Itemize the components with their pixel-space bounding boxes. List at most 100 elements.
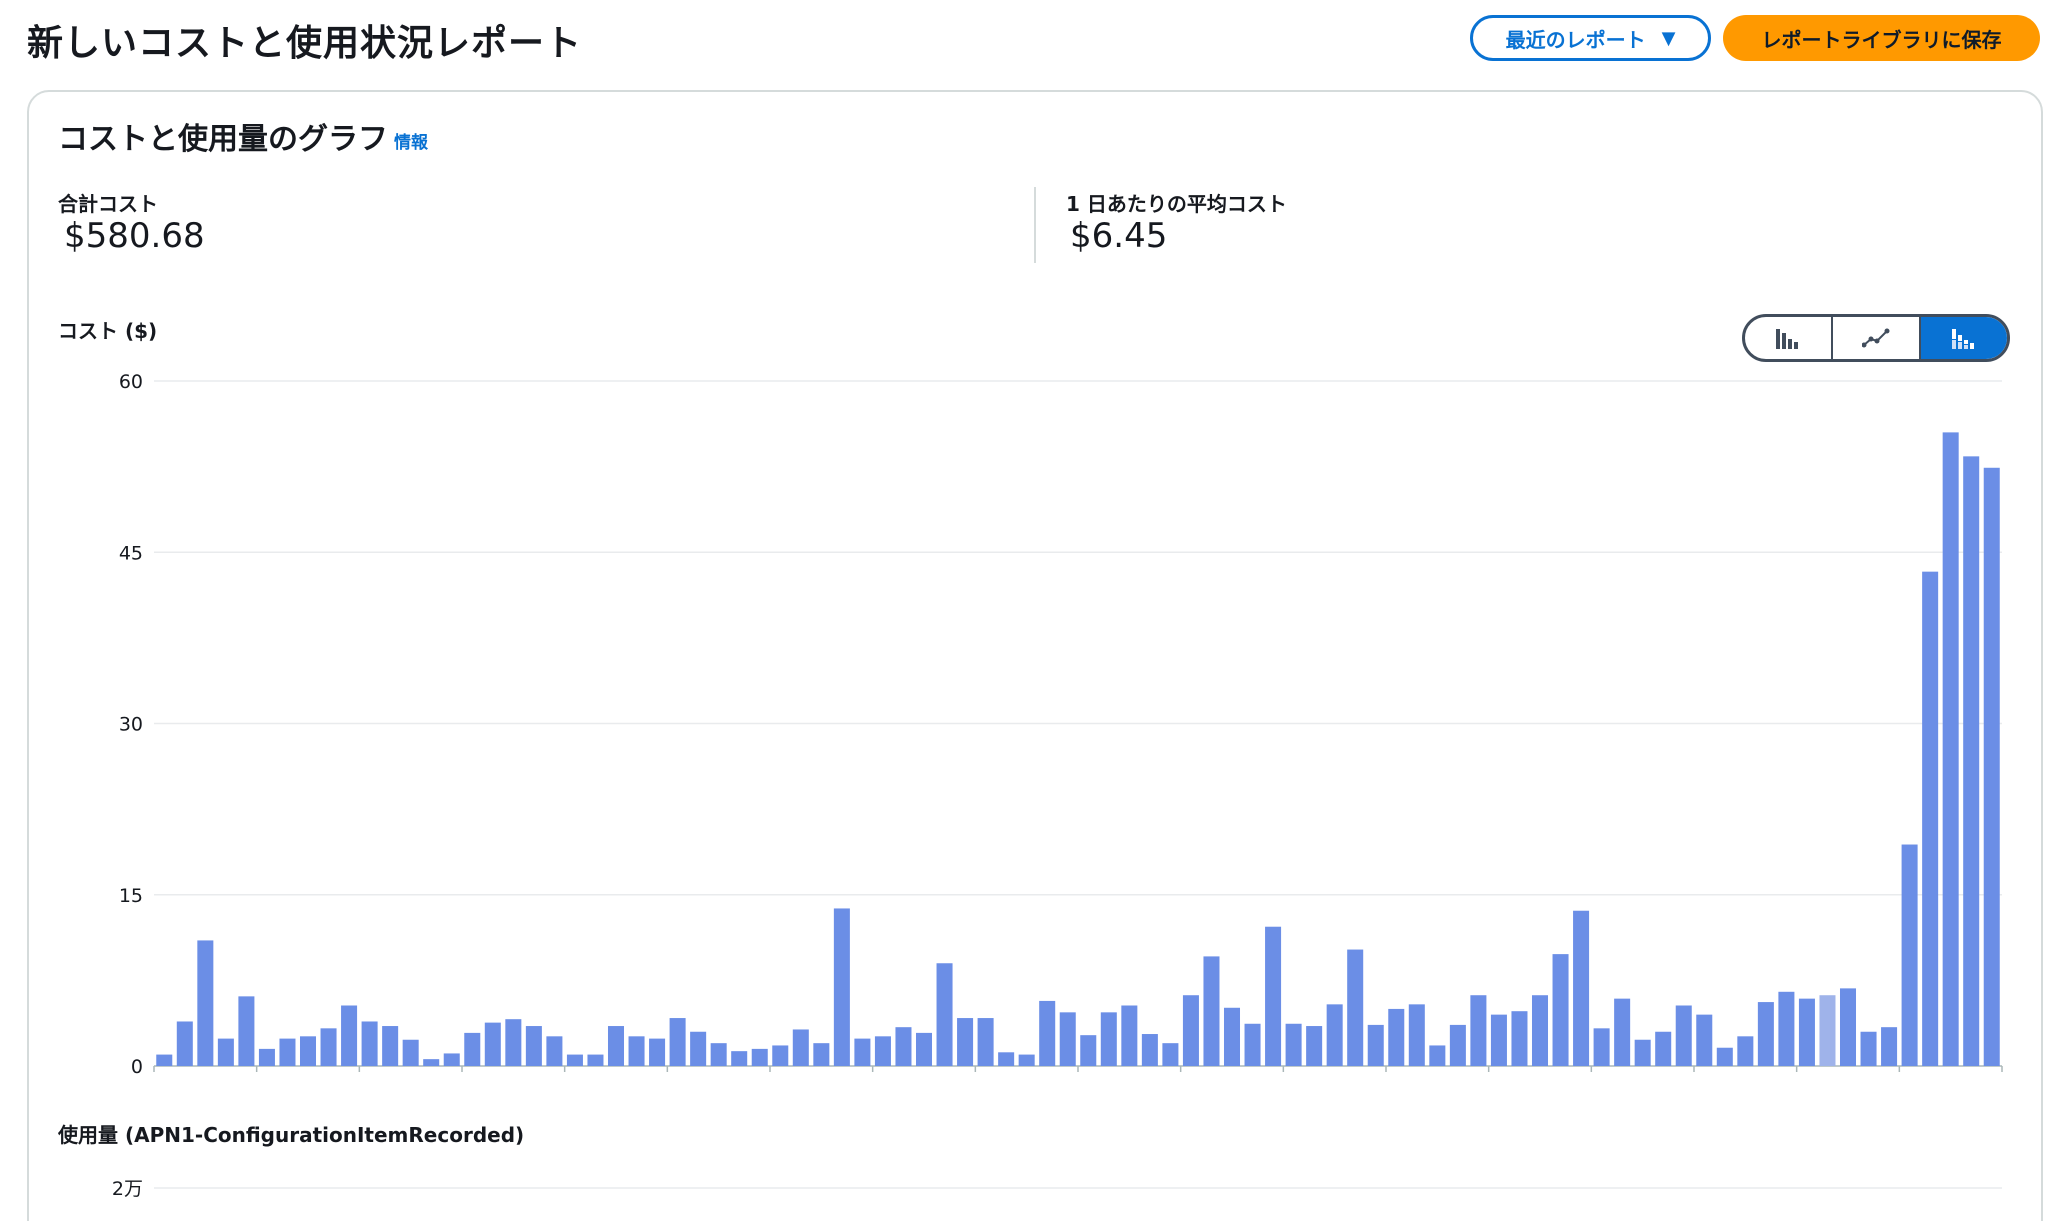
cost-bar[interactable] — [525, 1026, 542, 1066]
cost-bar[interactable] — [1347, 949, 1364, 1066]
cost-bar[interactable] — [1511, 1011, 1528, 1066]
cost-bar[interactable] — [1839, 988, 1857, 1066]
cost-bar[interactable] — [238, 996, 255, 1066]
stacked-bar-chart-toggle[interactable] — [1919, 317, 2007, 359]
cost-bar[interactable] — [874, 1036, 891, 1066]
cost-bar[interactable] — [1039, 1000, 1056, 1066]
cost-bar[interactable] — [1490, 1014, 1507, 1067]
cost-bar[interactable] — [998, 1052, 1015, 1066]
cost-bar[interactable] — [833, 908, 850, 1066]
cost-bar[interactable] — [258, 1048, 275, 1067]
cost-bar[interactable] — [1819, 995, 1836, 1066]
cost-bar[interactable] — [299, 1036, 317, 1066]
cost-bar[interactable] — [1367, 1024, 1384, 1066]
cost-bar[interactable] — [710, 1043, 727, 1066]
cost-bar[interactable] — [1881, 1027, 1898, 1066]
cost-bar[interactable] — [382, 1026, 399, 1066]
cost-bar[interactable] — [1162, 1043, 1179, 1066]
cost-bar[interactable] — [217, 1038, 234, 1066]
cost-bar[interactable] — [320, 1028, 337, 1066]
cost-bar[interactable] — [751, 1048, 768, 1067]
cost-bar[interactable] — [361, 1021, 378, 1066]
line-chart-toggle[interactable] — [1831, 317, 1919, 359]
cost-bar[interactable] — [176, 1021, 193, 1066]
cost-bar[interactable] — [731, 1051, 748, 1066]
cost-bar[interactable] — [1306, 1026, 1323, 1066]
cost-bar[interactable] — [156, 1054, 173, 1066]
caret-down-icon: ▼ — [1661, 27, 1676, 49]
cost-bar[interactable] — [1922, 571, 1939, 1066]
total-cost-label: 合計コスト — [58, 192, 158, 216]
cost-bar[interactable] — [1182, 995, 1199, 1066]
cost-bar[interactable] — [1018, 1054, 1035, 1066]
cost-bar[interactable] — [1265, 926, 1282, 1066]
cost-bar[interactable] — [1223, 1007, 1241, 1066]
cost-bar[interactable] — [669, 1018, 686, 1066]
cost-bar[interactable] — [649, 1038, 666, 1066]
cost-bar[interactable] — [1798, 998, 1815, 1066]
cost-bar[interactable] — [772, 1045, 789, 1066]
cost-bar[interactable] — [977, 1018, 994, 1066]
cost-bar[interactable] — [279, 1038, 296, 1066]
cost-bar[interactable] — [1326, 1004, 1343, 1066]
cost-bar[interactable] — [895, 1027, 912, 1066]
cost-bar[interactable] — [813, 1043, 830, 1066]
cost-bar[interactable] — [1901, 844, 1918, 1066]
cost-bar[interactable] — [546, 1036, 563, 1066]
cost-bar[interactable] — [936, 963, 953, 1066]
cost-bar[interactable] — [1634, 1039, 1651, 1066]
cost-bar[interactable] — [1737, 1036, 1754, 1066]
cost-bar[interactable] — [402, 1039, 419, 1066]
cost-bar[interactable] — [566, 1054, 583, 1066]
cost-bar[interactable] — [423, 1059, 440, 1066]
cost-bar[interactable] — [1531, 995, 1549, 1066]
cost-bar[interactable] — [1121, 1005, 1138, 1066]
cost-bar[interactable] — [1655, 1031, 1672, 1066]
cost-bar[interactable] — [505, 1019, 522, 1066]
cost-bar[interactable] — [1080, 1035, 1097, 1066]
cost-bar[interactable] — [464, 1032, 481, 1066]
cost-bar[interactable] — [1675, 1005, 1692, 1066]
cost-bar[interactable] — [1059, 1012, 1076, 1066]
cost-bar[interactable] — [1203, 956, 1220, 1066]
cost-bar[interactable] — [1614, 998, 1631, 1066]
cost-bar[interactable] — [1696, 1014, 1713, 1067]
cost-bar[interactable] — [1429, 1045, 1446, 1066]
cost-bar[interactable] — [1942, 432, 1959, 1067]
cost-bar[interactable] — [484, 1022, 501, 1066]
cost-bar[interactable] — [197, 940, 214, 1066]
bar-chart-toggle[interactable] — [1745, 317, 1831, 359]
cost-bar[interactable] — [1408, 1004, 1425, 1066]
cost-bar[interactable] — [1573, 910, 1590, 1066]
cost-bar[interactable] — [1757, 1002, 1774, 1066]
cost-bar[interactable] — [854, 1038, 871, 1066]
save-to-library-button[interactable]: レポートライブラリに保存 — [1723, 15, 2040, 61]
cost-bar[interactable] — [341, 1005, 358, 1066]
cost-bar[interactable] — [1388, 1008, 1405, 1066]
cost-bar[interactable] — [443, 1053, 460, 1066]
recent-reports-dropdown[interactable]: 最近のレポート ▼ — [1470, 15, 1711, 61]
cost-bar[interactable] — [1470, 995, 1487, 1066]
cost-bar[interactable] — [1449, 1024, 1466, 1066]
cost-bar[interactable] — [1552, 954, 1569, 1066]
cost-bar[interactable] — [1860, 1031, 1877, 1066]
cost-bar[interactable] — [1593, 1028, 1610, 1066]
cost-bar[interactable] — [1141, 1034, 1158, 1066]
cost-bar[interactable] — [1100, 1012, 1117, 1066]
cost-bar[interactable] — [1983, 467, 2000, 1066]
recent-reports-label: 最近のレポート — [1505, 27, 1646, 52]
cost-bar[interactable] — [1285, 1023, 1302, 1066]
cost-bar[interactable] — [1778, 991, 1795, 1066]
cost-bar[interactable] — [1244, 1023, 1261, 1066]
cost-bar[interactable] — [607, 1026, 625, 1066]
cost-bar[interactable] — [915, 1032, 933, 1066]
cost-bar[interactable] — [792, 1029, 809, 1066]
cost-bar[interactable] — [628, 1036, 645, 1066]
info-link[interactable]: 情報 — [394, 133, 428, 153]
cost-bar[interactable] — [1963, 456, 1980, 1067]
y-tick-label: 60 — [119, 371, 143, 393]
cost-bar[interactable] — [957, 1018, 974, 1066]
cost-bar[interactable] — [690, 1031, 707, 1066]
cost-bar[interactable] — [587, 1054, 604, 1066]
cost-bar[interactable] — [1716, 1047, 1733, 1066]
